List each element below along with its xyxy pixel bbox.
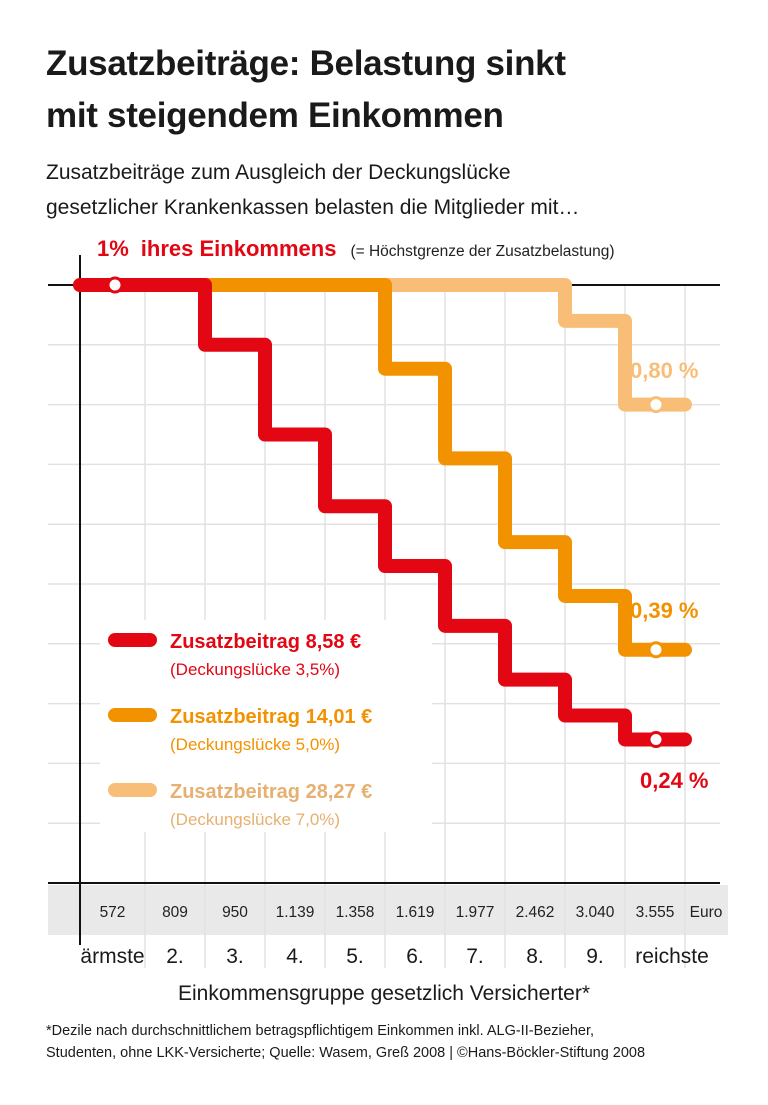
footnote-line-1: *Dezile nach durchschnittlichem betragsp… [46,1023,595,1039]
chart-title: Zusatzbeiträge: Belastung sinkt mit stei… [46,38,566,142]
income-tick-label: 1.619 [396,904,435,921]
legend-label: Zusatzbeitrag 14,01 € [170,706,372,728]
legend-note: (Deckungslücke 7,0%) [170,810,340,829]
chart-subtitle: Zusatzbeiträge zum Ausgleich der Deckung… [46,155,579,225]
category-tick-label: 2. [166,945,184,968]
top-label-value: 1% [97,236,129,261]
legend-note: (Deckungslücke 3,5%) [170,660,340,679]
title-line-2: mit steigendem Einkommen [46,96,504,135]
income-tick-label: 1.977 [456,904,495,921]
subtitle-line-2: gesetzlicher Krankenkassen belasten die … [46,196,580,219]
income-tick-label: 809 [162,904,188,921]
end-value-label: 0,24 % [640,768,709,793]
x-axis-title: Einkommensgruppe gesetzlich Versicherter… [177,982,591,1005]
category-tick-label: 7. [466,945,484,968]
category-tick-label: 4. [286,945,304,968]
income-tick-label: 950 [222,904,248,921]
title-line-1: Zusatzbeiträge: Belastung sinkt [46,44,566,83]
series-lines [73,276,692,748]
income-tick-label: 572 [100,904,126,921]
category-tick-label: reichste [635,945,709,968]
income-band [48,885,728,935]
footnote: *Dezile nach durchschnittlichem betragsp… [46,1020,645,1064]
income-tick-label: 3.555 [636,904,675,921]
end-value-label: 0,80 % [630,358,699,383]
series-line [73,278,692,747]
income-tick-label: 1.139 [276,904,315,921]
end-marker [647,641,665,659]
legend-note: (Deckungslücke 5,0%) [170,735,340,754]
category-tick-label: 9. [586,945,604,968]
income-tick-label: 1.358 [336,904,375,921]
income-unit: Euro [690,904,723,921]
end-value-label: 0,39 % [630,598,699,623]
subtitle-line-1: Zusatzbeiträge zum Ausgleich der Deckung… [46,161,511,184]
start-marker [106,276,124,294]
end-marker [647,730,665,748]
footnote-line-2: Studenten, ohne LKK-Versicherte; Quelle:… [46,1045,646,1061]
legend-label: Zusatzbeitrag 8,58 € [170,631,361,653]
legend: Zusatzbeitrag 8,58 € (Deckungslücke 3,5%)… [100,620,432,832]
income-tick-label: 3.040 [576,904,615,921]
category-tick-label: 6. [406,945,424,968]
income-tick-label: 2.462 [516,904,555,921]
top-label: 1% ihres Einkommens (= Höchstgrenze der Zu… [97,236,615,261]
legend-box [100,620,432,832]
top-label-note: (= Höchstgrenze der Zusatzbelastung) [350,243,614,260]
category-tick-label: 5. [346,945,364,968]
labels: 572 809 950 1.139 1.358 1.619 1.977 2.462 3.040 3… [80,236,722,968]
series-line [73,278,692,657]
top-label-text: ihres Einkommens [141,236,337,261]
category-tick-label: 8. [526,945,544,968]
legend-label: Zusatzbeitrag 28,27 € [170,781,372,803]
category-tick-label: ärmste [80,945,144,968]
end-marker [647,396,665,414]
category-tick-label: 3. [226,945,244,968]
